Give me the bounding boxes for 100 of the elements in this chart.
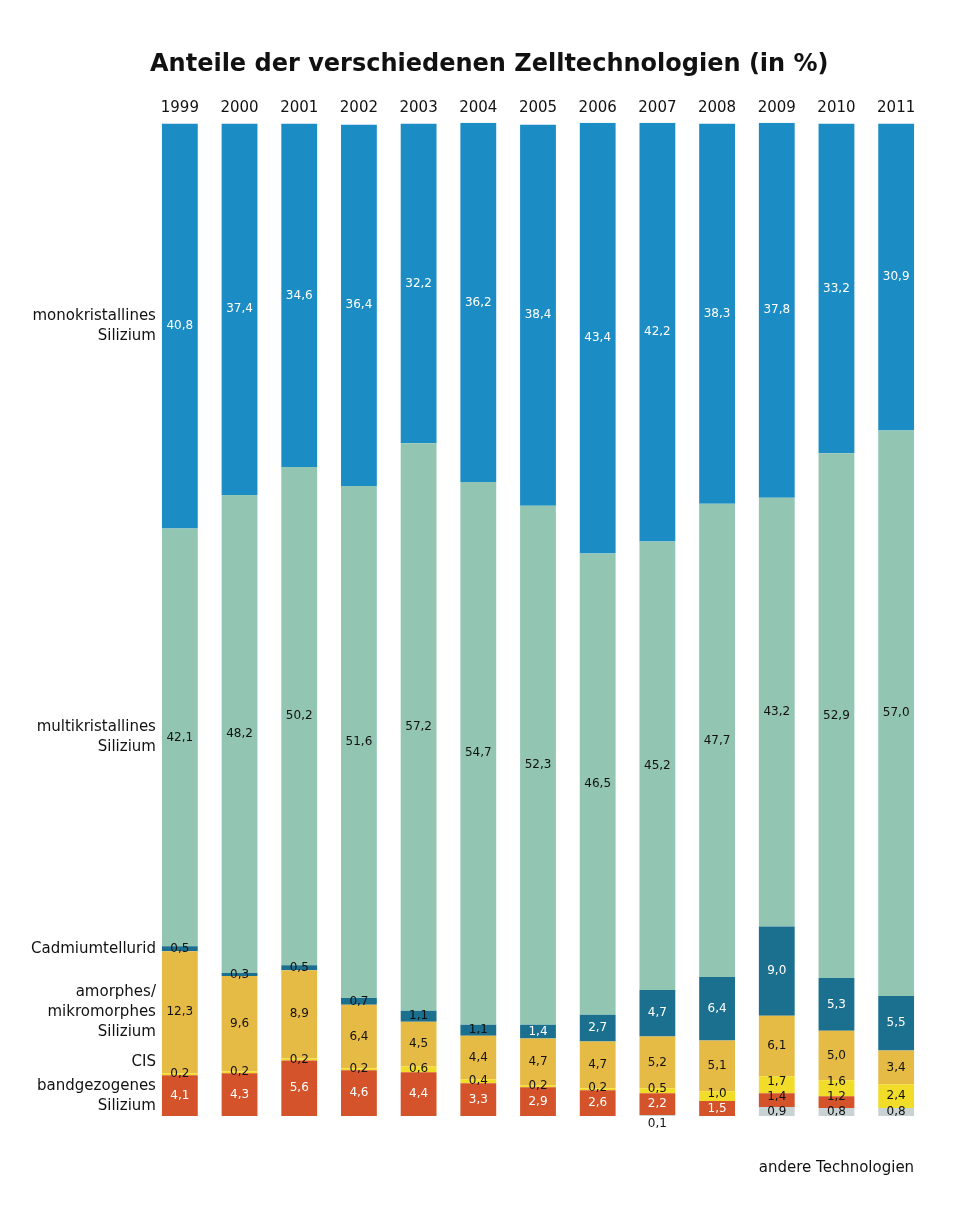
text: andere Technologien (758, 1157, 915, 1176)
data-label: 4,5 (409, 1036, 429, 1051)
data-label: 1,1 (468, 1022, 488, 1037)
bar (281, 123, 318, 468)
data-label: 5,3 (826, 996, 847, 1011)
bar (639, 1093, 676, 1116)
bar (699, 503, 735, 978)
x-tick-label: 2004 (459, 97, 498, 116)
data-label: 0,4 (468, 1073, 488, 1088)
data-label: 0,1 (647, 1116, 667, 1131)
bar (460, 122, 497, 482)
data-label: 5,6 (289, 1080, 309, 1095)
data-label: 1,0 (707, 1085, 727, 1100)
data-label: 43,4 (584, 330, 612, 345)
series-label: CIS (131, 1051, 156, 1070)
data-label: 50,2 (285, 708, 313, 723)
series-label: amorphes/ mikromorphes Silizium (47, 982, 157, 1041)
data-label: 38,4 (524, 307, 552, 322)
bar (758, 926, 795, 1016)
bar (579, 1090, 616, 1116)
data-label: 6,4 (349, 1028, 369, 1043)
series-label: multikristallines Silizium (36, 717, 157, 756)
data-label: 0,2 (170, 1066, 190, 1081)
data-label: 30,9 (882, 269, 910, 284)
data-label: 51,6 (345, 734, 373, 749)
bar (400, 1072, 437, 1116)
data-label: 4,7 (588, 1057, 608, 1072)
data-label: 2,6 (588, 1095, 608, 1110)
data-label: 2,7 (588, 1020, 608, 1035)
data-label: 0,8 (826, 1104, 847, 1119)
chart-title: Anteile der verschiedenen Zelltechnologien (in %) (150, 48, 829, 77)
bar (818, 123, 855, 454)
bar (758, 1015, 795, 1077)
x-tick-label: 2002 (339, 97, 379, 116)
data-label: 0,8 (886, 1104, 906, 1119)
bar (341, 485, 377, 998)
data-label: 46,5 (584, 776, 612, 791)
data-label: 0,2 (229, 1064, 250, 1079)
x-tick-label: 2008 (697, 97, 737, 116)
data-label: 2,2 (647, 1096, 667, 1111)
bar (221, 123, 258, 495)
data-label: 1,5 (707, 1100, 727, 1115)
data-label: 1,6 (826, 1074, 847, 1089)
data-label: 52,9 (823, 707, 850, 722)
data-label: 3,4 (886, 1059, 906, 1074)
bar (341, 124, 377, 486)
data-label: 4,4 (468, 1049, 488, 1064)
data-label: 0,5 (647, 1081, 667, 1096)
series-label: bandgezogenes Silizium (37, 1075, 157, 1114)
x-tick-label: 1999 (160, 97, 199, 116)
data-label: 42,2 (644, 324, 671, 339)
bar (818, 978, 855, 1031)
data-label: 4,4 (409, 1086, 429, 1101)
data-label: 43,2 (763, 704, 791, 719)
bar (878, 1050, 915, 1085)
x-tick-label: 2005 (518, 97, 558, 116)
data-label: 1,7 (767, 1073, 787, 1088)
data-label: 0,9 (767, 1103, 787, 1118)
data-label: 5,5 (886, 1015, 906, 1030)
bar (699, 977, 735, 1041)
data-label: 4,6 (349, 1085, 369, 1100)
data-label: 57,2 (405, 719, 432, 734)
bar (400, 443, 437, 1011)
data-label: 42,1 (166, 729, 194, 744)
bar (639, 541, 676, 990)
data-label: 9,0 (767, 963, 787, 978)
bar (579, 122, 616, 554)
data-label: 3,3 (468, 1091, 488, 1106)
bar (520, 124, 556, 506)
bar (818, 453, 855, 979)
data-label: 5,2 (647, 1054, 667, 1069)
x-tick-label: 2001 (280, 97, 319, 116)
bar (579, 1014, 616, 1042)
data-label: 8,9 (289, 1006, 309, 1021)
data-label: 0,7 (349, 993, 369, 1008)
x-tick-label: 2006 (578, 97, 617, 116)
data-label: 57,0 (882, 705, 910, 720)
data-label: 1,1 (409, 1008, 429, 1023)
series-label: Cadmiumtellurid (31, 938, 156, 957)
data-label: 2,9 (528, 1093, 548, 1108)
data-label: 47,7 (703, 732, 731, 747)
data-label: 4,3 (229, 1086, 250, 1101)
data-label: 0,2 (588, 1080, 608, 1095)
data-label: 32,2 (405, 275, 432, 290)
data-label: 34,6 (285, 287, 313, 302)
bar (520, 505, 556, 1025)
data-label: 9,6 (229, 1015, 250, 1030)
data-label: 4,7 (528, 1054, 548, 1069)
x-tick-label: 2010 (817, 97, 856, 116)
data-label: 1,4 (767, 1088, 787, 1103)
bar (758, 497, 795, 927)
data-label: 45,2 (644, 757, 671, 772)
data-label: 4,7 (647, 1005, 667, 1020)
data-label: 5,1 (707, 1058, 727, 1073)
data-label: 0,2 (289, 1051, 309, 1066)
data-label: 37,4 (226, 301, 253, 316)
x-tick-label: 2011 (877, 97, 916, 116)
data-label: 0,6 (409, 1061, 429, 1076)
data-label: 36,2 (464, 294, 492, 309)
bar (639, 989, 676, 1037)
